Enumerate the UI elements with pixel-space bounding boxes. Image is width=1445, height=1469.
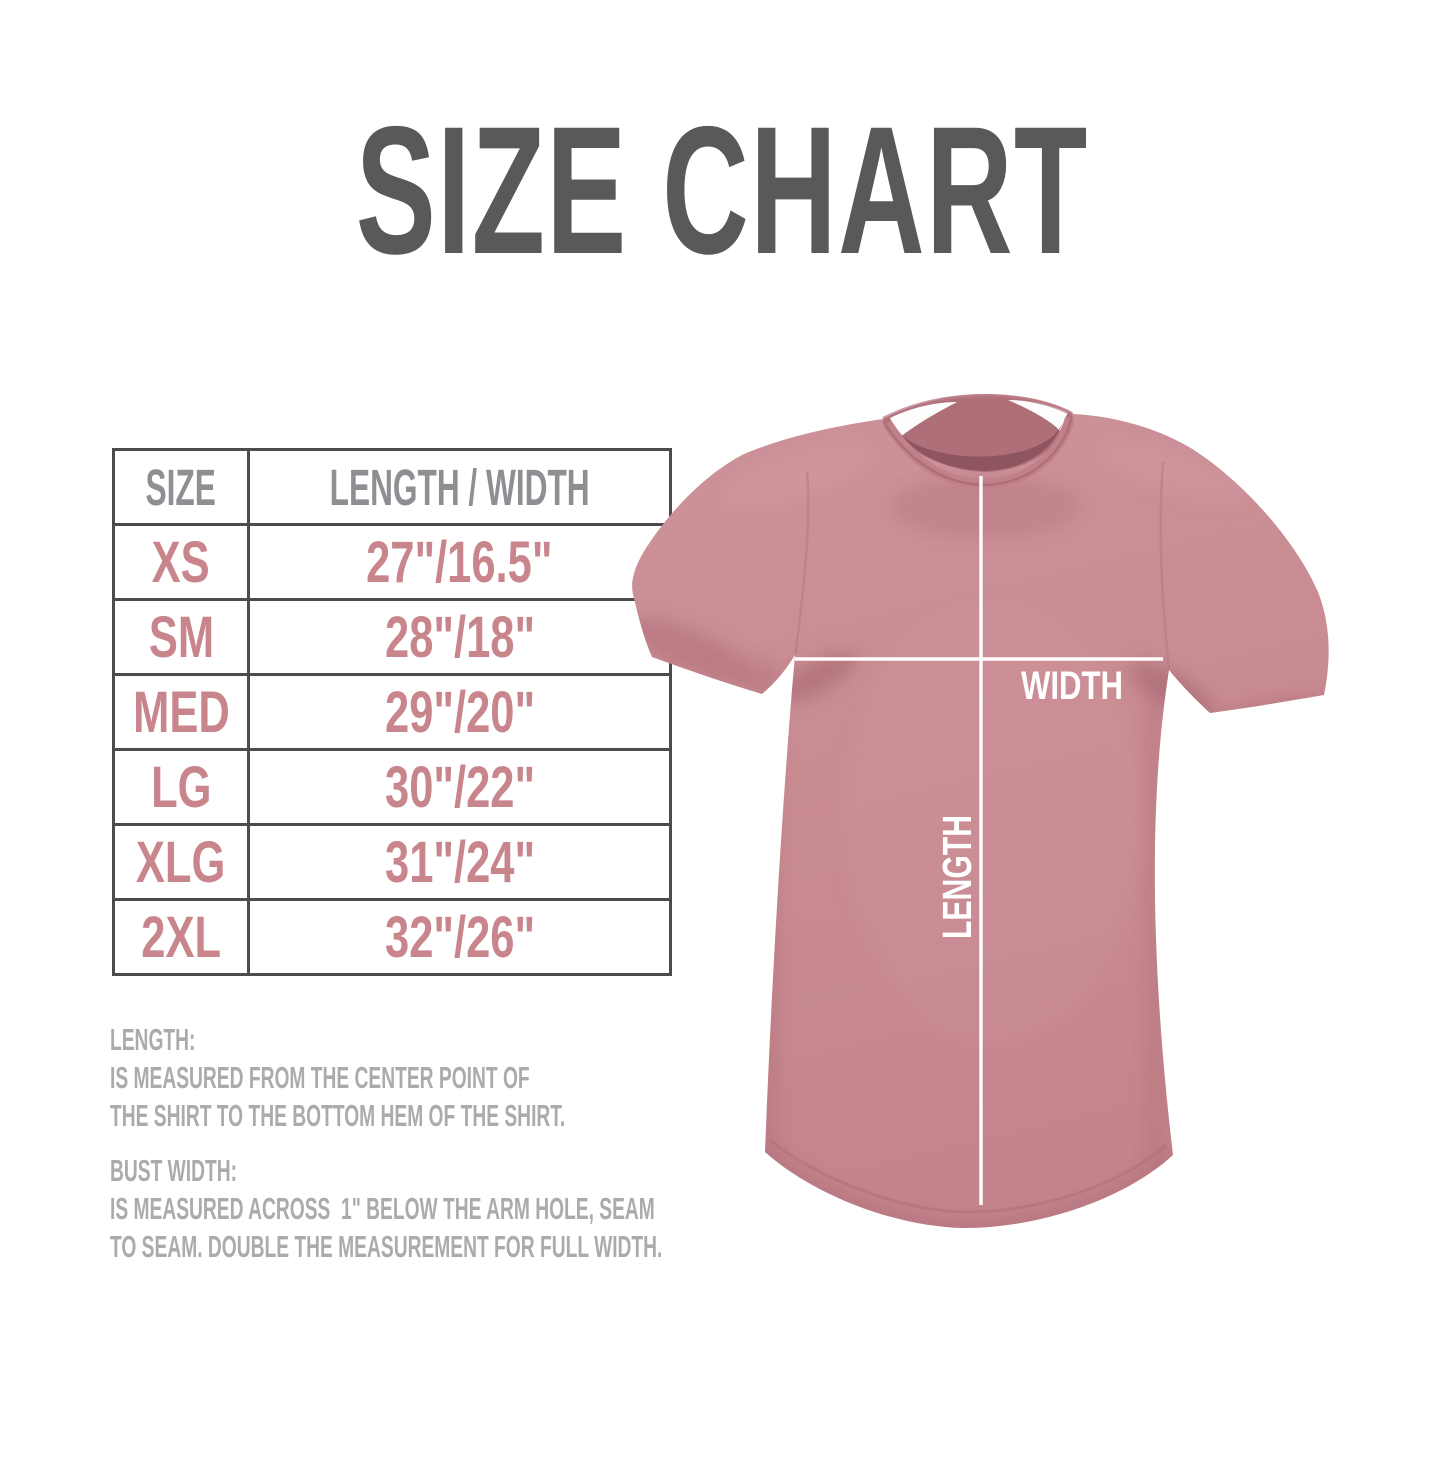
tshirt-diagram: WIDTH LENGTH — [632, 393, 1329, 1229]
table-row: 2XL 32"/26" — [112, 898, 673, 976]
collar — [881, 393, 1075, 490]
table-row: SM 28"/18" — [112, 598, 673, 676]
bust-note-line: TO SEAM. DOUBLE THE MEASUREMENT FOR FULL… — [110, 1229, 663, 1264]
bust-note-line: IS MEASURED ACROSS 1" BELOW THE ARM HOLE… — [110, 1191, 655, 1226]
table-row: LG 30"/22" — [112, 748, 673, 826]
width-label: WIDTH — [1021, 664, 1123, 708]
size-cell: XLG — [112, 823, 250, 901]
size-cell: MED — [112, 673, 250, 751]
page-title-text: SIZE CHART — [356, 88, 1089, 292]
table-row: MED 29"/20" — [112, 673, 673, 751]
length-note-heading: LENGTH: — [110, 1022, 196, 1057]
bust-note-heading: BUST WIDTH: — [110, 1153, 238, 1188]
measurement-cell: 27"/16.5" — [246, 523, 673, 601]
measurement-cell: 28"/18" — [246, 598, 673, 676]
length-note-line: THE SHIRT TO THE BOTTOM HEM OF THE SHIRT… — [110, 1098, 566, 1133]
measurement-cell: 29"/20" — [246, 673, 673, 751]
table-row: XLG 31"/24" — [112, 823, 673, 901]
measurement-cell: 31"/24" — [246, 823, 673, 901]
col-header-length-width: LENGTH / WIDTH — [246, 448, 673, 526]
measurement-notes: LENGTH: IS MEASURED FROM THE CENTER POIN… — [110, 1021, 1001, 1266]
measurement-cell: 32"/26" — [246, 898, 673, 976]
size-cell: LG — [112, 748, 250, 826]
table-row: XS 27"/16.5" — [112, 523, 673, 601]
size-cell: SM — [112, 598, 250, 676]
measurement-cell: 30"/22" — [246, 748, 673, 826]
col-header-size: SIZE — [112, 448, 250, 526]
size-cell: XS — [112, 523, 250, 601]
table-header-row: SIZE LENGTH / WIDTH — [112, 448, 673, 526]
page-title: SIZE CHART — [0, 99, 1445, 282]
size-table: SIZE LENGTH / WIDTH XS 27"/16.5" SM 28"/… — [112, 448, 673, 976]
length-note-line: IS MEASURED FROM THE CENTER POINT OF — [110, 1060, 530, 1095]
length-label: LENGTH — [934, 815, 980, 939]
size-cell: 2XL — [112, 898, 250, 976]
